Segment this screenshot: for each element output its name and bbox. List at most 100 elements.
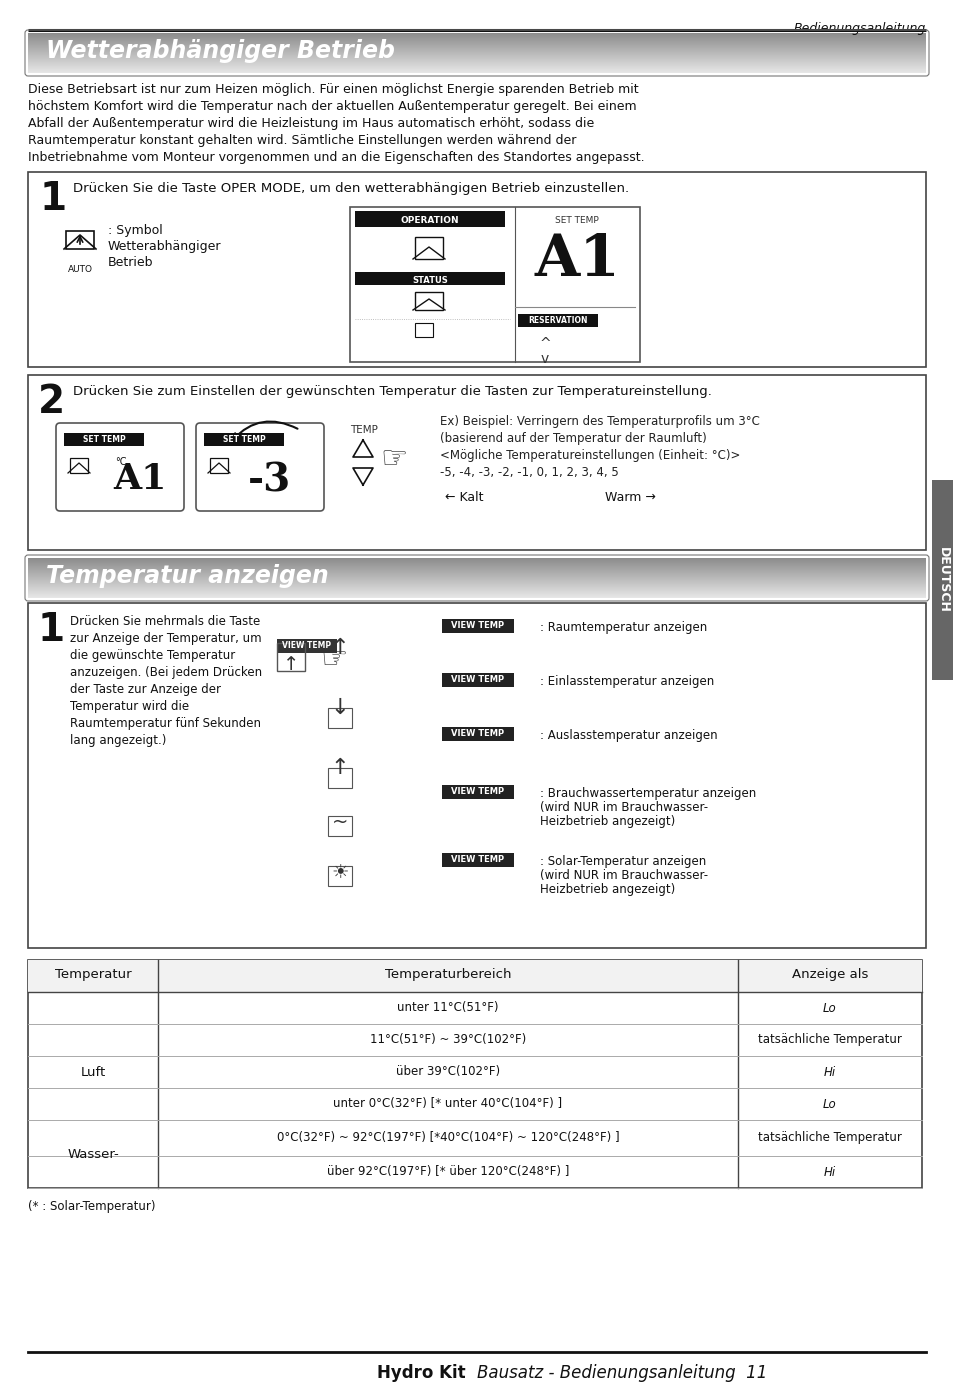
Text: Drücken Sie die Taste OPER MODE, um den wetterabhängigen Betrieb einzustellen.: Drücken Sie die Taste OPER MODE, um den … xyxy=(73,182,628,195)
Text: (wird NUR im Brauchwasser-: (wird NUR im Brauchwasser- xyxy=(539,801,707,813)
Text: höchstem Komfort wird die Temperatur nach der aktuellen Außentemperatur geregelt: höchstem Komfort wird die Temperatur nac… xyxy=(28,99,636,113)
Text: Wetterabhängiger Betrieb: Wetterabhängiger Betrieb xyxy=(46,39,395,63)
Text: Bausatz - Bedienungsanleitung  11: Bausatz - Bedienungsanleitung 11 xyxy=(476,1364,766,1382)
Bar xyxy=(441,853,514,867)
Text: (wird NUR im Brauchwasser-: (wird NUR im Brauchwasser- xyxy=(539,869,707,882)
Bar xyxy=(28,603,925,948)
Text: Inbetriebnahme vom Monteur vorgenommen und an die Eigenschaften des Standortes a: Inbetriebnahme vom Monteur vorgenommen u… xyxy=(28,151,644,164)
Text: VIEW TEMP: VIEW TEMP xyxy=(282,641,332,650)
Text: VIEW TEMP: VIEW TEMP xyxy=(451,729,504,738)
Text: °C: °C xyxy=(115,456,127,468)
Text: SET TEMP: SET TEMP xyxy=(555,216,598,225)
Text: Betrieb: Betrieb xyxy=(108,256,153,269)
Bar xyxy=(415,323,433,337)
Text: Hydro Kit: Hydro Kit xyxy=(376,1364,476,1382)
Text: A1: A1 xyxy=(534,232,619,288)
Text: ☞: ☞ xyxy=(319,645,347,673)
Bar xyxy=(517,314,598,328)
Bar xyxy=(66,231,94,249)
Bar xyxy=(328,867,352,886)
FancyBboxPatch shape xyxy=(195,423,324,511)
Text: Ex) Beispiel: Verringern des Temperaturprofils um 3°C: Ex) Beispiel: Verringern des Temperaturp… xyxy=(439,414,760,428)
Text: VIEW TEMP: VIEW TEMP xyxy=(451,622,504,630)
Text: : Raumtemperatur anzeigen: : Raumtemperatur anzeigen xyxy=(539,622,706,634)
Text: lang angezeigt.): lang angezeigt.) xyxy=(70,734,166,748)
Text: Lo: Lo xyxy=(822,1001,836,1015)
Text: Temperatur anzeigen: Temperatur anzeigen xyxy=(46,564,329,588)
Text: Diese Betriebsart ist nur zum Heizen möglich. Für einen möglichst Energie sparen: Diese Betriebsart ist nur zum Heizen mög… xyxy=(28,83,638,97)
Text: OPERATION: OPERATION xyxy=(400,216,458,225)
Text: ↑: ↑ xyxy=(331,638,349,658)
Text: AUTO: AUTO xyxy=(68,265,92,274)
Text: Anzeige als: Anzeige als xyxy=(791,967,867,981)
Text: Raumtemperatur fünf Sekunden: Raumtemperatur fünf Sekunden xyxy=(70,717,261,729)
Text: ↓: ↓ xyxy=(331,699,349,718)
Text: Warm →: Warm → xyxy=(604,491,655,504)
Bar xyxy=(70,458,88,473)
Text: VIEW TEMP: VIEW TEMP xyxy=(451,675,504,685)
Text: -5, -4, -3, -2, -1, 0, 1, 2, 3, 4, 5: -5, -4, -3, -2, -1, 0, 1, 2, 3, 4, 5 xyxy=(439,466,618,479)
Text: ^: ^ xyxy=(538,337,550,351)
Text: Drücken Sie zum Einstellen der gewünschten Temperatur die Tasten zur Temperature: Drücken Sie zum Einstellen der gewünscht… xyxy=(73,385,711,398)
Bar xyxy=(441,785,514,799)
Bar xyxy=(276,643,305,671)
Bar xyxy=(441,673,514,687)
Bar xyxy=(204,433,284,447)
Text: Hi: Hi xyxy=(823,1165,835,1179)
FancyBboxPatch shape xyxy=(56,423,184,511)
Text: 1: 1 xyxy=(40,181,67,218)
Text: unter 0°C(32°F) [* unter 40°C(104°F) ]: unter 0°C(32°F) [* unter 40°C(104°F) ] xyxy=(334,1098,562,1110)
Text: SET TEMP: SET TEMP xyxy=(83,435,125,444)
Text: tatsächliche Temperatur: tatsächliche Temperatur xyxy=(758,1033,901,1047)
Bar xyxy=(931,480,953,680)
Text: 2: 2 xyxy=(38,384,65,421)
Text: TEMP: TEMP xyxy=(350,426,377,435)
Text: zur Anzeige der Temperatur, um: zur Anzeige der Temperatur, um xyxy=(70,631,261,645)
Text: : Symbol: : Symbol xyxy=(108,224,163,237)
Text: Temperatur wird die: Temperatur wird die xyxy=(70,700,189,713)
Bar xyxy=(441,619,514,633)
Text: : Brauchwassertemperatur anzeigen: : Brauchwassertemperatur anzeigen xyxy=(539,787,756,799)
Text: ← Kalt: ← Kalt xyxy=(444,491,483,504)
Text: : Solar-Temperatur anzeigen: : Solar-Temperatur anzeigen xyxy=(539,855,705,868)
Bar xyxy=(328,816,352,836)
Text: VIEW TEMP: VIEW TEMP xyxy=(451,855,504,864)
Text: über 92°C(197°F) [* über 120°C(248°F) ]: über 92°C(197°F) [* über 120°C(248°F) ] xyxy=(327,1165,569,1179)
Text: Wetterabhängiger: Wetterabhängiger xyxy=(108,239,221,253)
Bar xyxy=(28,960,921,1189)
Bar xyxy=(328,708,352,728)
Text: A1: A1 xyxy=(113,462,167,496)
Text: SET TEMP: SET TEMP xyxy=(222,435,265,444)
Text: ↑: ↑ xyxy=(282,655,299,673)
Text: (* : Solar-Temperatur): (* : Solar-Temperatur) xyxy=(28,1200,155,1212)
Text: über 39°C(102°F): über 39°C(102°F) xyxy=(395,1065,499,1078)
Bar xyxy=(210,458,228,473)
Text: Lo: Lo xyxy=(822,1098,836,1110)
Text: v: v xyxy=(540,351,549,365)
Text: Raumtemperatur konstant gehalten wird. Sämtliche Einstellungen werden während de: Raumtemperatur konstant gehalten wird. S… xyxy=(28,134,576,147)
Text: Luft: Luft xyxy=(80,1065,106,1078)
Text: (basierend auf der Temperatur der Raumluft): (basierend auf der Temperatur der Raumlu… xyxy=(439,433,706,445)
Text: Temperaturbereich: Temperaturbereich xyxy=(384,967,511,981)
Text: Heizbetrieb angezeigt): Heizbetrieb angezeigt) xyxy=(539,815,675,827)
Bar xyxy=(28,172,925,367)
Text: VIEW TEMP: VIEW TEMP xyxy=(451,787,504,797)
Text: Abfall der Außentemperatur wird die Heizleistung im Haus automatisch erhöht, sod: Abfall der Außentemperatur wird die Heiz… xyxy=(28,118,594,130)
Bar xyxy=(64,433,144,447)
Text: <Mögliche Temperatureinstellungen (Einheit: °C)>: <Mögliche Temperatureinstellungen (Einhe… xyxy=(439,449,740,462)
Text: 1: 1 xyxy=(38,610,65,650)
Text: unter 11°C(51°F): unter 11°C(51°F) xyxy=(396,1001,498,1015)
Text: Hi: Hi xyxy=(823,1065,835,1078)
Text: : Auslasstemperatur anzeigen: : Auslasstemperatur anzeigen xyxy=(539,729,717,742)
Text: die gewünschte Temperatur: die gewünschte Temperatur xyxy=(70,650,235,662)
Text: Wasser-: Wasser- xyxy=(67,1148,119,1161)
Text: 0°C(32°F) ~ 92°C(197°F) [*40°C(104°F) ~ 120°C(248°F) ]: 0°C(32°F) ~ 92°C(197°F) [*40°C(104°F) ~ … xyxy=(276,1131,618,1145)
Bar xyxy=(415,293,442,309)
Text: Heizbetrieb angezeigt): Heizbetrieb angezeigt) xyxy=(539,883,675,896)
Text: ☀: ☀ xyxy=(331,862,349,882)
Text: der Taste zur Anzeige der: der Taste zur Anzeige der xyxy=(70,683,221,696)
Text: AUTO: AUTO xyxy=(418,272,439,281)
Bar xyxy=(441,727,514,741)
Text: Temperatur: Temperatur xyxy=(54,967,132,981)
Text: 11°C(51°F) ~ 39°C(102°F): 11°C(51°F) ~ 39°C(102°F) xyxy=(370,1033,525,1047)
